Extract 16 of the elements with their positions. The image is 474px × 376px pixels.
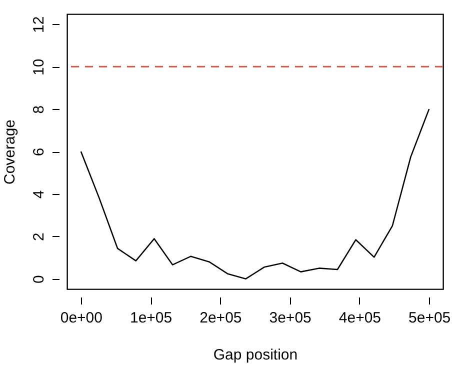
x-axis-title: Gap position: [213, 346, 298, 364]
x-tick-label: 3e+05: [269, 310, 312, 326]
y-tick-label: 2: [30, 232, 48, 242]
x-tick-label: 5e+05: [408, 310, 451, 326]
x-tick-label: 2e+05: [200, 310, 242, 326]
y-tick-label: 10: [30, 58, 48, 76]
x-tick-label: 4e+05: [338, 310, 382, 326]
line-series: [80, 108, 430, 280]
y-tick-label: 6: [30, 148, 48, 156]
y-tick-label: 0: [30, 275, 48, 284]
x-tick-label: 1e+05: [130, 310, 172, 326]
y-tick-label: 8: [30, 105, 48, 114]
x-tick-label: 0e+00: [60, 310, 102, 326]
y-axis-title: Coverage: [2, 119, 18, 185]
y-tick-label: 4: [30, 190, 48, 199]
y-tick-label: 12: [30, 16, 48, 34]
